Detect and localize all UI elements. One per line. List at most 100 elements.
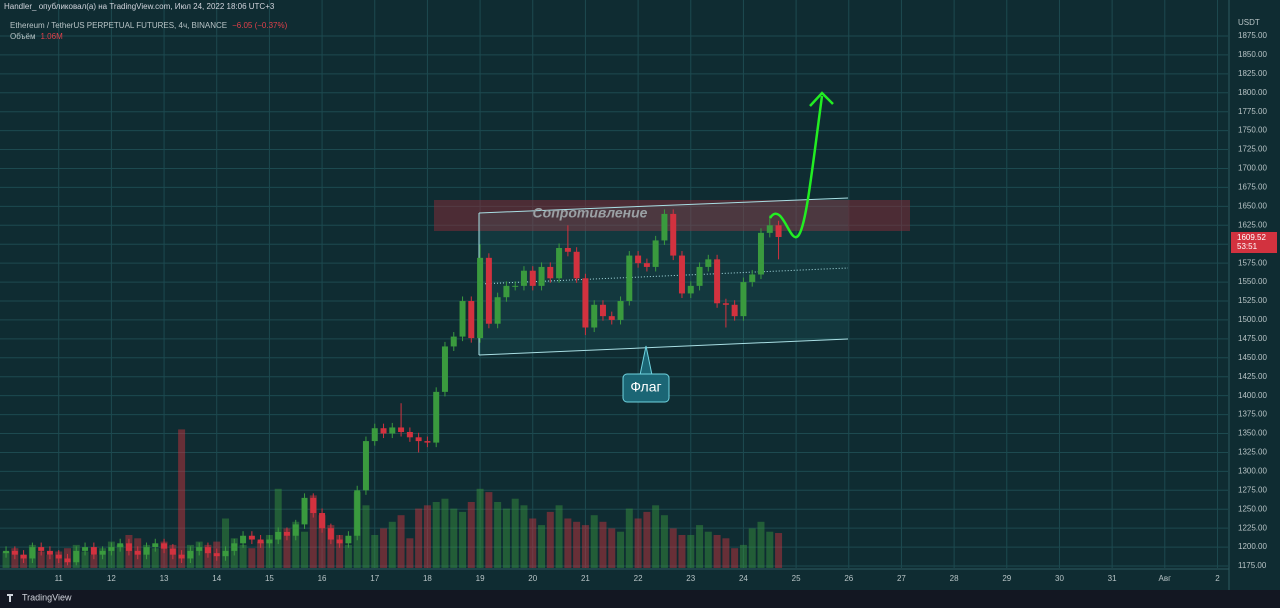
- volume-bar: [441, 498, 449, 568]
- x-tick-label: 2: [1215, 574, 1220, 583]
- last-price-box: [1231, 232, 1277, 254]
- grid: [0, 0, 1228, 568]
- candle-body: [196, 547, 203, 551]
- candle-body: [169, 548, 176, 555]
- candle-body: [450, 336, 457, 347]
- y-tick-label: 1275.00: [1238, 485, 1267, 494]
- candle-body: [520, 270, 527, 286]
- volume-bar: [467, 502, 475, 568]
- candle-body: [714, 259, 721, 304]
- volume-bar: [757, 521, 765, 568]
- candle-body: [275, 531, 282, 540]
- volume-bar: [678, 535, 686, 568]
- candle-body: [117, 543, 124, 548]
- volume-bar: [608, 528, 616, 568]
- candle-body: [494, 297, 501, 324]
- volume-bar: [459, 511, 467, 568]
- volume-bar: [327, 525, 335, 568]
- x-tick-label: 13: [160, 574, 169, 583]
- volume-bar: [476, 488, 484, 568]
- flag-channel: [479, 198, 848, 355]
- x-tick-label: 14: [212, 574, 221, 583]
- y-tick-label: 1300.00: [1238, 466, 1267, 475]
- x-tick-label: 11: [55, 574, 64, 583]
- candle-body: [766, 225, 773, 233]
- x-tick-label: 20: [528, 574, 537, 583]
- volume-bar: [309, 495, 317, 568]
- volume-bar: [344, 544, 352, 568]
- resistance-label: Сопротивление: [533, 205, 648, 221]
- volume-bar: [687, 535, 695, 568]
- volume-bar: [643, 511, 651, 568]
- x-tick-label: 29: [1002, 574, 1011, 583]
- candle-body: [152, 543, 159, 548]
- volume-bar: [380, 528, 388, 568]
- volume-bar: [520, 505, 528, 568]
- forecast-arrow: [768, 95, 824, 239]
- volume-bar: [546, 511, 554, 568]
- volume-bar: [748, 528, 756, 568]
- y-tick-label: 1525.00: [1238, 296, 1267, 305]
- channel-lower: [478, 338, 849, 356]
- candle-body: [696, 266, 703, 286]
- y-tick-label: 1250.00: [1238, 504, 1267, 513]
- x-tick-label: 25: [792, 574, 801, 583]
- volume-bar: [722, 538, 730, 568]
- volume-bar: [265, 535, 273, 568]
- candle-body: [512, 285, 519, 287]
- volume-bar: [529, 518, 537, 568]
- volume-bar: [301, 531, 309, 568]
- candle-body: [55, 554, 62, 559]
- candle-body: [775, 225, 782, 238]
- volume-bar: [371, 535, 379, 568]
- candle-body: [204, 547, 211, 554]
- candle-body: [38, 547, 45, 551]
- volume-bar: [669, 528, 677, 568]
- y-tick-label: 1575.00: [1238, 258, 1267, 267]
- candle-body: [538, 266, 545, 286]
- candle-body: [143, 547, 150, 555]
- candle-body: [389, 427, 396, 434]
- volume-bar: [538, 525, 546, 568]
- channel-upper: [478, 197, 849, 214]
- brand-logo: [7, 594, 13, 602]
- footer: [0, 590, 1280, 608]
- y-tick-label: 1725.00: [1238, 145, 1267, 154]
- candle-body: [424, 441, 431, 443]
- volume-bar: [2, 551, 10, 568]
- volume-bar: [423, 505, 431, 568]
- volume-bar: [450, 508, 458, 568]
- candles: [3, 209, 782, 566]
- candle-body: [433, 391, 440, 443]
- volume-bar: [415, 508, 423, 568]
- y-tick-label: 1625.00: [1238, 220, 1267, 229]
- candle-body: [529, 270, 536, 286]
- volume-bar: [90, 554, 98, 568]
- y-tick-label: 1550.00: [1238, 277, 1267, 286]
- candle-body: [380, 428, 387, 434]
- candle-body: [617, 301, 624, 320]
- candle-body: [73, 550, 80, 563]
- candle-body: [257, 539, 264, 544]
- y-tick-label: 1700.00: [1238, 164, 1267, 173]
- candle-body: [310, 497, 317, 514]
- y-tick-label: 1350.00: [1238, 429, 1267, 438]
- legend-title: Ethereum / TetherUS PERPETUAL FUTURES, 4…: [10, 21, 288, 30]
- candle-body: [731, 304, 738, 317]
- volume-bar: [178, 429, 186, 568]
- y-tick-label: 1675.00: [1238, 183, 1267, 192]
- candle-body: [354, 490, 361, 536]
- candle-body: [635, 255, 642, 264]
- candle-body: [99, 550, 106, 555]
- volume-bar: [590, 515, 598, 568]
- candle-body: [556, 247, 563, 279]
- volume-bar: [652, 505, 660, 568]
- volume-bar: [336, 535, 344, 568]
- volume-bar: [248, 548, 256, 568]
- arrow-head: [809, 91, 834, 107]
- candle-body: [134, 550, 141, 555]
- candle-body: [362, 441, 369, 491]
- candle-body: [582, 278, 589, 328]
- candle-body: [240, 535, 247, 544]
